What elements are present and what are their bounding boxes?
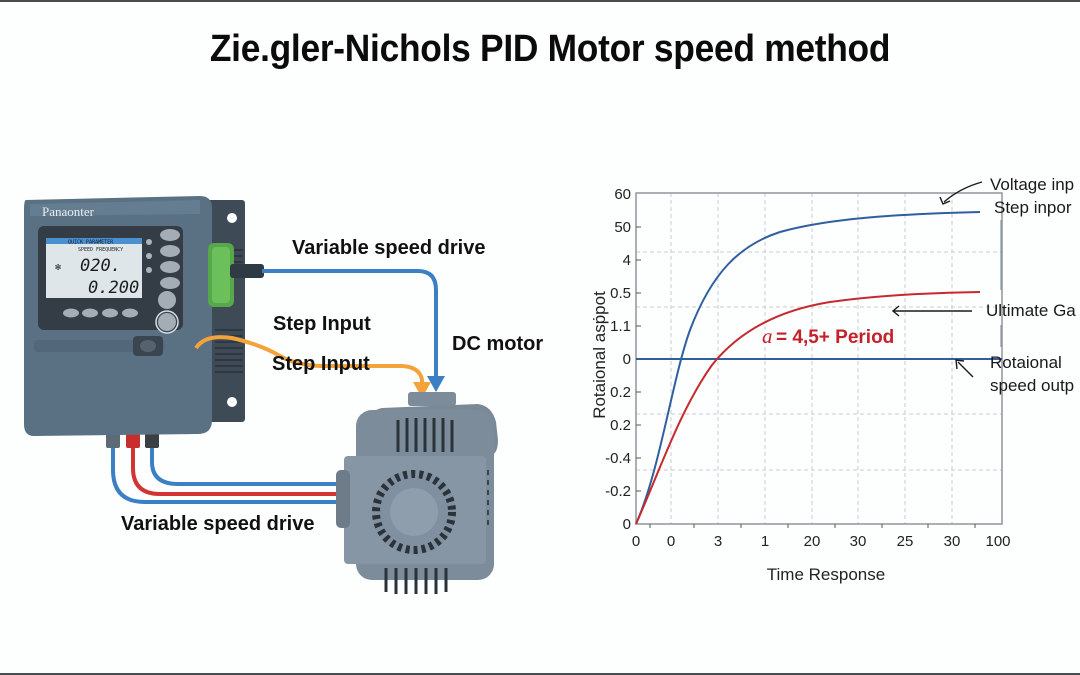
svg-text:25: 25 xyxy=(897,533,914,550)
svg-text:20: 20 xyxy=(804,533,821,550)
chart-annotations: Voltage inp Step inpor Ultimate Ga Rotai… xyxy=(986,175,1076,395)
svg-text:0: 0 xyxy=(632,533,640,550)
lcd-value-bottom: 0.200 xyxy=(88,278,139,298)
arrow-down-blue-icon xyxy=(427,376,445,392)
nav-button-3[interactable] xyxy=(102,308,118,318)
svg-text:30: 30 xyxy=(850,533,867,550)
svg-text:0.2: 0.2 xyxy=(610,417,631,434)
formula-text: = 4,5+ Period xyxy=(776,327,894,348)
nav-button-1[interactable] xyxy=(63,308,79,318)
x-axis-ticks: 0 0 3 1 20 30 25 30 100 xyxy=(632,533,1011,550)
formula-variable: a xyxy=(762,324,773,348)
svg-text:1.1: 1.1 xyxy=(610,318,631,335)
annotation-arrows xyxy=(891,181,983,378)
nav-button-4[interactable] xyxy=(122,308,138,318)
lcd-display: QUICK PARAMETER SPEED FREQUENCY 020. 0.2… xyxy=(46,238,142,298)
svg-text:0.2: 0.2 xyxy=(610,384,631,401)
svg-text:0: 0 xyxy=(667,533,675,550)
dc-motor xyxy=(336,392,498,594)
series-step-input-curve xyxy=(635,211,981,525)
key-button-4[interactable] xyxy=(160,277,180,289)
plug-black xyxy=(145,432,159,448)
arrow-down-orange-icon xyxy=(413,382,431,398)
controller-buttons[interactable] xyxy=(63,229,180,356)
y-axis-ticks: 60 50 4 0.5 1.1 0 0.2 0.2 -0.4 -0.2 0 xyxy=(605,186,631,533)
top-edge xyxy=(0,0,1080,2)
x-axis-title: Time Response xyxy=(767,565,885,584)
annotation-rotational: Rotaional xyxy=(990,353,1062,372)
step-input-wire xyxy=(194,335,424,384)
key-button-1[interactable] xyxy=(160,229,180,241)
svg-text:-0.4: -0.4 xyxy=(605,450,631,467)
svg-text:50: 50 xyxy=(614,219,631,236)
label-variable-speed-drive-bottom: Variable speed drive xyxy=(121,513,315,535)
annotation-step-input: Step inpor xyxy=(994,198,1072,217)
svg-text:SPEED FREQUENCY: SPEED FREQUENCY xyxy=(78,247,123,253)
label-step-input-1: Step Input xyxy=(273,313,371,335)
page-title: Zie.gler-Nichols PID Motor speed method xyxy=(209,28,891,70)
svg-text:1: 1 xyxy=(761,533,769,550)
svg-text:0: 0 xyxy=(623,351,631,368)
green-terminal-connector xyxy=(208,243,264,307)
enter-button[interactable] xyxy=(158,291,176,309)
lcd-value-top: 020. xyxy=(80,256,121,276)
nav-button-2[interactable] xyxy=(82,308,98,318)
annotation-voltage-input: Voltage inp xyxy=(990,175,1074,194)
stop-button[interactable] xyxy=(140,340,156,352)
fan-icon: ✻ xyxy=(55,262,61,273)
power-wires xyxy=(111,443,342,504)
chart-grid xyxy=(636,193,1002,524)
label-dc-motor: DC motor xyxy=(452,333,544,355)
annotation-ultimate-gain: Ultimate Ga xyxy=(986,301,1076,320)
svg-text:-0.2: -0.2 xyxy=(605,483,631,500)
svg-text:4: 4 xyxy=(623,252,631,269)
svg-text:0: 0 xyxy=(623,516,631,533)
svg-text:0.5: 0.5 xyxy=(610,285,631,302)
series-ultimate-gain-curve xyxy=(635,291,981,525)
drive-signal-wire xyxy=(262,269,438,378)
label-variable-speed-drive-top: Variable speed drive xyxy=(292,237,486,259)
key-button-2[interactable] xyxy=(160,245,180,257)
plug-red xyxy=(126,432,140,448)
annotation-speed-output: speed outp xyxy=(990,376,1074,395)
svg-text:3: 3 xyxy=(714,533,722,550)
label-step-input-2: Step Input xyxy=(272,353,370,375)
y-axis-title: Rotaional asṗpot xyxy=(590,291,609,419)
plug-blue xyxy=(106,432,120,448)
svg-text:100: 100 xyxy=(985,533,1010,550)
svg-text:QUICK PARAMETER: QUICK PARAMETER xyxy=(68,240,114,246)
key-button-3[interactable] xyxy=(160,261,180,273)
controller-brand: Panaonter xyxy=(42,204,95,219)
svg-text:30: 30 xyxy=(944,533,961,550)
svg-text:60: 60 xyxy=(614,186,631,203)
bottom-edge xyxy=(0,673,1080,675)
